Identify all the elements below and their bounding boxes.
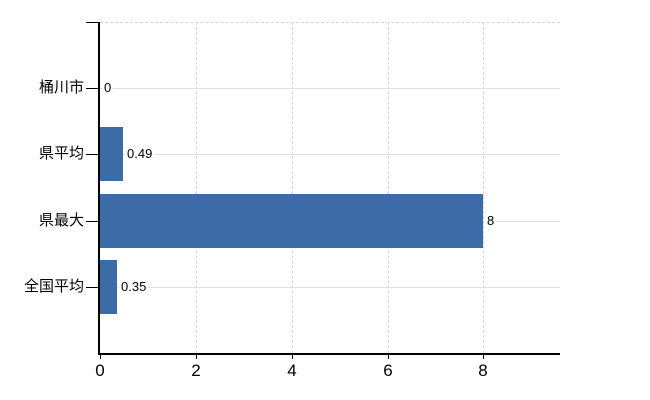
category-label: 県最大 [38, 212, 84, 229]
x-tick [292, 355, 293, 359]
category-label: 県平均 [38, 145, 84, 162]
vertical-gridline [292, 22, 293, 353]
x-tick [388, 355, 389, 359]
y-tick [86, 154, 98, 155]
bar-value-label: 0 [102, 80, 114, 96]
row-gridline [100, 88, 560, 89]
x-tick-label: 8 [478, 361, 488, 380]
y-tick [86, 88, 98, 89]
bar-value-label: 8 [485, 213, 497, 229]
vertical-gridline [483, 22, 484, 353]
x-tick [196, 355, 197, 359]
bar-value-label: 0.49 [125, 146, 155, 162]
x-tick-label: 4 [287, 361, 297, 380]
y-tick [86, 221, 98, 222]
x-tick-label: 0 [95, 361, 105, 380]
bar-value-label: 0.35 [119, 279, 149, 295]
x-tick [483, 355, 484, 359]
bar [100, 127, 123, 181]
y-axis-line [98, 22, 100, 353]
category-label: 桶川市 [38, 79, 84, 96]
y-axis-top-tick [86, 22, 98, 23]
y-tick [86, 287, 98, 288]
row-gridline [100, 287, 560, 288]
x-axis-line [98, 353, 560, 355]
plot-top-border [100, 22, 560, 23]
vertical-gridline [196, 22, 197, 353]
bar [100, 260, 117, 314]
row-gridline [100, 154, 560, 155]
x-tick-label: 6 [383, 361, 393, 380]
bar [100, 194, 483, 248]
x-tick-label: 2 [191, 361, 201, 380]
category-label: 全国平均 [23, 278, 84, 295]
vertical-gridline [388, 22, 389, 353]
x-tick [100, 355, 101, 359]
